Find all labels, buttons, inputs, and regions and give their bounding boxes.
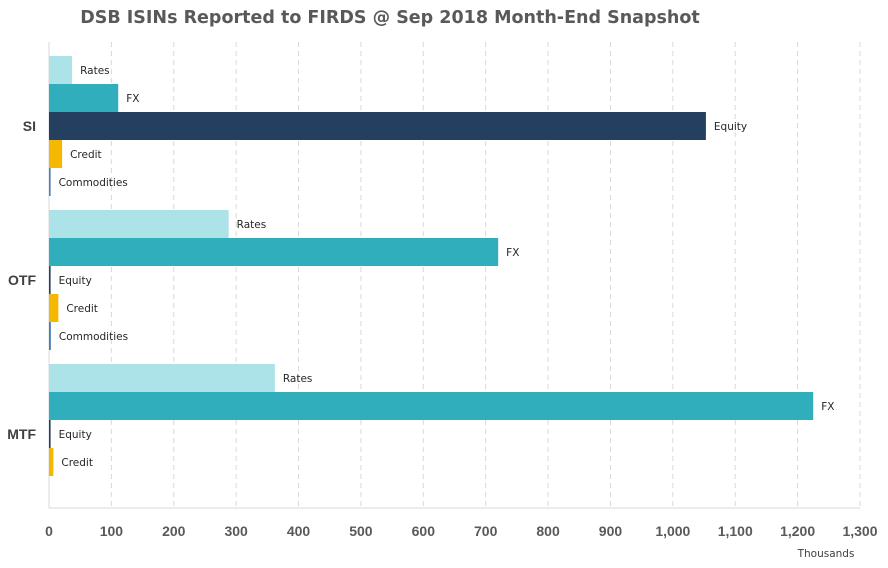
bar-otf-commodities (49, 322, 51, 350)
bar-si-credit (49, 140, 63, 168)
y-category-label: SI (23, 118, 36, 134)
x-tick-label: 1,000 (655, 523, 690, 539)
bar-mtf-rates (49, 364, 275, 392)
bar-mtf-credit (49, 448, 54, 476)
x-tick-label: 600 (412, 523, 436, 539)
bar-label: Credit (70, 149, 102, 161)
bar-label: FX (821, 401, 834, 413)
bar-label: Rates (283, 373, 313, 385)
x-tick-label: 300 (224, 523, 248, 539)
bar-label: Rates (80, 65, 110, 77)
bar-mtf-equity (49, 420, 51, 448)
x-tick-label: 500 (349, 523, 373, 539)
bar-label: Rates (237, 219, 267, 231)
chart-title: DSB ISINs Reported to FIRDS @ Sep 2018 M… (80, 8, 700, 28)
bar-label: FX (506, 247, 519, 259)
x-tick-label: 1,200 (780, 523, 815, 539)
bar-label: Credit (61, 457, 93, 469)
bar-label: Equity (59, 275, 92, 287)
bar-label: Commodities (59, 177, 128, 189)
bar-label: Equity (714, 121, 747, 133)
bar-si-rates (49, 56, 73, 84)
bar-label: Commodities (59, 331, 128, 343)
x-tick-label: 200 (162, 523, 186, 539)
y-category-label: OTF (8, 272, 36, 288)
x-tick-label: 900 (599, 523, 623, 539)
x-tick-label: 0 (45, 523, 53, 539)
x-tick-label: 1,300 (842, 523, 877, 539)
x-tick-label: 700 (474, 523, 498, 539)
bar-si-commodities (49, 168, 51, 196)
x-unit-label: Thousands (797, 548, 855, 560)
x-tick-label: 400 (287, 523, 311, 539)
bar-otf-fx (49, 238, 499, 266)
bar-si-fx (49, 84, 119, 112)
bar-mtf-fx (49, 392, 814, 420)
bar-label: Credit (66, 303, 98, 315)
bar-label: Equity (59, 429, 92, 441)
x-tick-label: 100 (100, 523, 124, 539)
bar-otf-equity (49, 266, 51, 294)
x-tick-label: 800 (536, 523, 560, 539)
bar-otf-rates (49, 210, 229, 238)
x-tick-label: 1,100 (718, 523, 753, 539)
bar-label: FX (126, 93, 139, 105)
bar-si-equity (49, 112, 706, 140)
bar-otf-credit (49, 294, 59, 322)
y-category-label: MTF (7, 426, 36, 442)
